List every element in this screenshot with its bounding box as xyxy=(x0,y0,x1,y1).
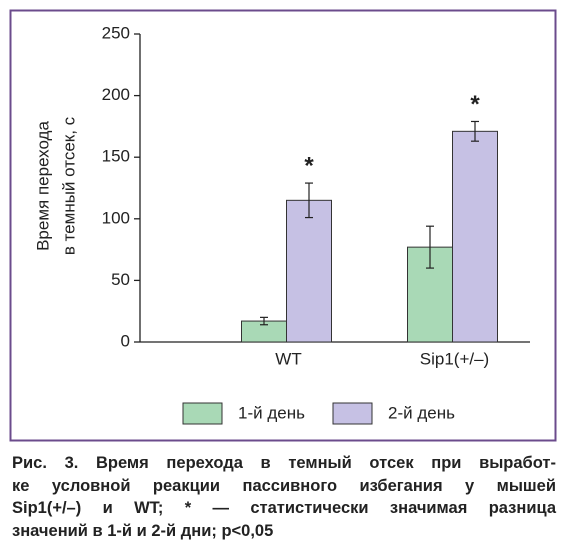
y-tick-label: 50 xyxy=(111,270,130,289)
y-tick-label: 250 xyxy=(102,23,130,42)
caption-line: Рис. 3. Время перехода в темный отсек пр… xyxy=(12,454,556,472)
y-tick-label: 0 xyxy=(121,331,130,350)
legend-swatch xyxy=(182,402,223,425)
caption-line: ке условной реакции пассивного избегания… xyxy=(12,476,556,495)
caption-line: Sip1(+/–) и WT; * — статистически значим… xyxy=(12,499,556,517)
legend-swatch xyxy=(332,402,373,425)
caption: Рис. 3. Время перехода в темный отсек пр… xyxy=(12,452,556,542)
error-bar xyxy=(260,316,268,326)
y-axis-label: Время перехода xyxy=(33,121,52,251)
significance-mark: * xyxy=(304,152,314,179)
error-bar xyxy=(471,120,479,142)
bar xyxy=(286,199,332,343)
y-tick-label: 150 xyxy=(102,147,130,166)
y-tick-label: 100 xyxy=(102,208,130,227)
error-bar xyxy=(305,182,313,219)
y-axis-label: в темный отсек, с xyxy=(59,116,78,255)
x-tick-label: Sip1(+/–) xyxy=(420,349,489,368)
legend-label: 2-й день xyxy=(388,403,455,422)
frame xyxy=(9,9,557,442)
significance-mark: * xyxy=(470,91,480,118)
chart: 0 50 100 150 200 250 Время перехода в темный от… xyxy=(9,9,557,442)
legend-label: 1-й день xyxy=(238,403,305,422)
x-tick-label: WT xyxy=(275,349,301,368)
error-bar xyxy=(426,225,434,269)
y-tick-label: 200 xyxy=(102,85,130,104)
caption-line: значений в 1-й и 2-й дни; p<0,05 xyxy=(12,521,274,540)
bar xyxy=(452,130,498,343)
